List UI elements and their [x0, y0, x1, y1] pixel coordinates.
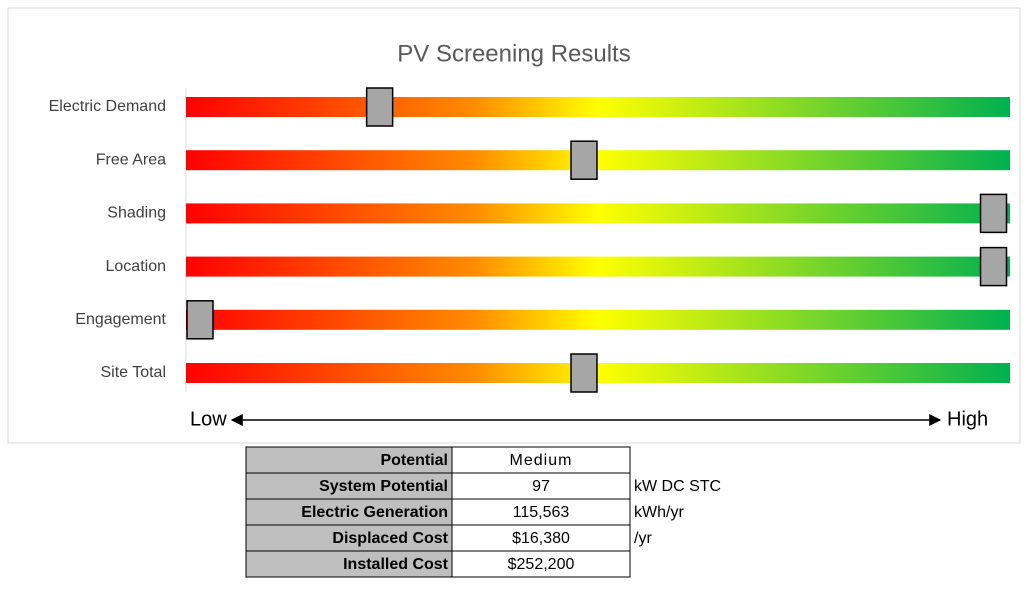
row-value: 115,563	[513, 504, 570, 521]
category-label: Shading	[107, 205, 166, 222]
row-value: Medium	[510, 452, 573, 469]
gradient-bar	[186, 256, 1010, 277]
row-label: System Potential	[319, 478, 448, 495]
category-label: Free Area	[96, 151, 166, 168]
gradient-bar	[186, 203, 1010, 224]
row-unit: kW DC STC	[634, 478, 721, 495]
value-cell	[451, 472, 631, 500]
row-label: Installed Cost	[343, 556, 449, 573]
slider-marker	[979, 246, 1008, 287]
slider-marker	[365, 87, 394, 127]
row-value: $16,380	[512, 530, 570, 547]
value-cell	[451, 446, 631, 474]
row-label: Electric Generation	[301, 504, 448, 521]
slider-marker	[570, 353, 598, 393]
slider-marker	[979, 193, 1008, 234]
category-label: Site Total	[100, 364, 166, 381]
label-cell	[245, 498, 453, 526]
row-label: Displaced Cost	[332, 530, 448, 547]
chart-title: PV Screening Results	[397, 40, 630, 67]
label-cell	[245, 472, 453, 500]
row-unit: /yr	[634, 530, 652, 547]
row-unit: kWh/yr	[634, 504, 684, 521]
value-cell	[451, 498, 631, 526]
gradient-bar	[186, 363, 1010, 383]
category-label: Electric Demand	[49, 98, 166, 115]
high-label: High	[947, 408, 988, 430]
label-cell	[245, 550, 453, 578]
gradient-bar	[186, 150, 1010, 171]
row-value: $252,200	[508, 556, 575, 573]
low-label: Low	[190, 408, 227, 430]
slider-marker	[186, 300, 214, 340]
row-label: Potential	[380, 452, 448, 469]
value-cell	[451, 550, 631, 578]
category-label: Engagement	[75, 311, 166, 328]
label-cell	[245, 446, 453, 474]
slider-marker	[570, 140, 598, 180]
gradient-bar	[186, 309, 1010, 330]
gradient-bar	[186, 97, 1010, 117]
category-label: Location	[106, 258, 167, 275]
row-value: 97	[532, 478, 550, 495]
